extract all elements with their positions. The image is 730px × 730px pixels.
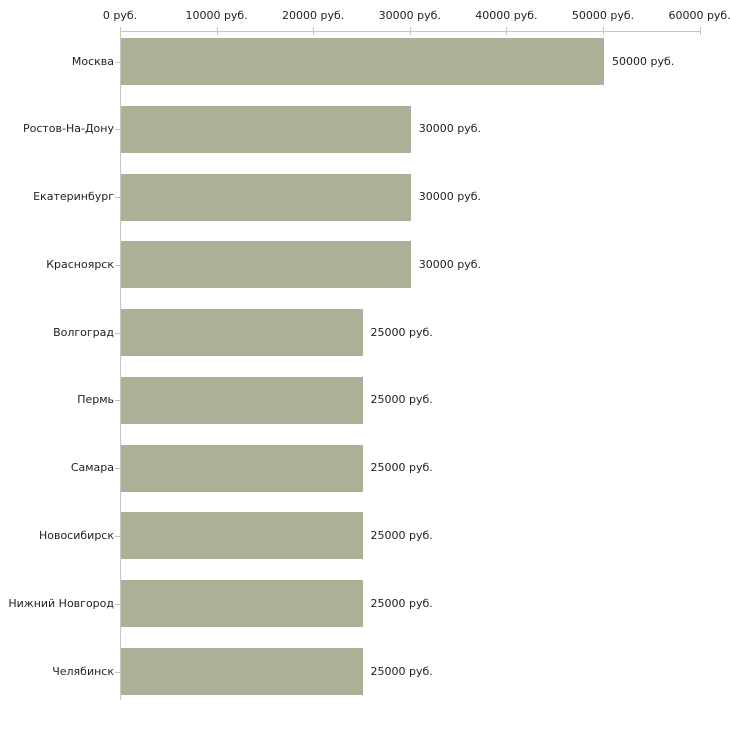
x-axis-tick-label: 10000 руб. xyxy=(185,9,248,22)
category-label: Екатеринбург xyxy=(33,190,114,203)
y-axis-tick xyxy=(115,333,120,334)
category-label: Челябинск xyxy=(52,665,114,678)
value-label: 25000 руб. xyxy=(370,597,433,610)
x-axis-tick xyxy=(506,27,508,35)
x-axis-tick-label: 30000 руб. xyxy=(378,9,441,22)
x-axis-tick xyxy=(603,27,604,35)
value-label: 25000 руб. xyxy=(370,529,433,542)
bar xyxy=(121,444,363,492)
bar xyxy=(121,38,604,85)
value-label: 30000 руб. xyxy=(418,190,482,203)
x-axis-tick xyxy=(120,27,121,35)
category-label: Самара xyxy=(70,461,114,474)
bar xyxy=(121,105,411,153)
bar xyxy=(121,241,411,289)
x-axis-tick-label: 0 руб. xyxy=(102,9,138,22)
x-axis-tick xyxy=(409,27,411,35)
y-axis-tick xyxy=(115,62,120,63)
bar xyxy=(121,309,363,357)
y-axis-tick xyxy=(115,400,120,401)
x-axis-tick-label: 20000 руб. xyxy=(282,9,345,22)
x-axis-tick-label: 60000 руб. xyxy=(668,9,730,22)
category-label: Москва xyxy=(71,55,114,68)
value-label: 25000 руб. xyxy=(370,393,433,406)
category-label: Ростов-На-Дону xyxy=(22,122,114,135)
y-axis-tick xyxy=(115,604,120,605)
y-axis-tick xyxy=(115,468,120,469)
category-label: Пермь xyxy=(77,393,114,406)
y-axis-line xyxy=(120,31,121,700)
category-label: Волгоград xyxy=(53,326,114,339)
bar xyxy=(121,376,363,424)
bar xyxy=(121,648,363,696)
category-label: Новосибирск xyxy=(38,529,114,542)
y-axis-tick xyxy=(115,672,120,673)
y-axis-tick xyxy=(115,536,120,537)
bar xyxy=(121,512,363,560)
value-label: 50000 руб. xyxy=(612,55,675,68)
category-label: Нижний Новгород xyxy=(8,597,114,610)
y-axis-tick xyxy=(115,197,120,198)
y-axis-tick xyxy=(115,265,120,266)
value-label: 25000 руб. xyxy=(370,665,433,678)
x-axis-tick xyxy=(313,27,315,35)
bar xyxy=(121,173,411,221)
x-axis-tick xyxy=(216,27,218,35)
x-axis-tick xyxy=(699,27,701,35)
category-label: Красноярск xyxy=(46,258,114,271)
y-axis-tick xyxy=(115,129,120,130)
value-label: 25000 руб. xyxy=(370,326,433,339)
x-axis-tick-label: 40000 руб. xyxy=(475,9,538,22)
value-label: 30000 руб. xyxy=(418,122,482,135)
bar xyxy=(121,580,363,628)
value-label: 25000 руб. xyxy=(370,461,433,474)
value-label: 30000 руб. xyxy=(418,258,482,271)
x-axis-tick-label: 50000 руб. xyxy=(571,9,635,22)
